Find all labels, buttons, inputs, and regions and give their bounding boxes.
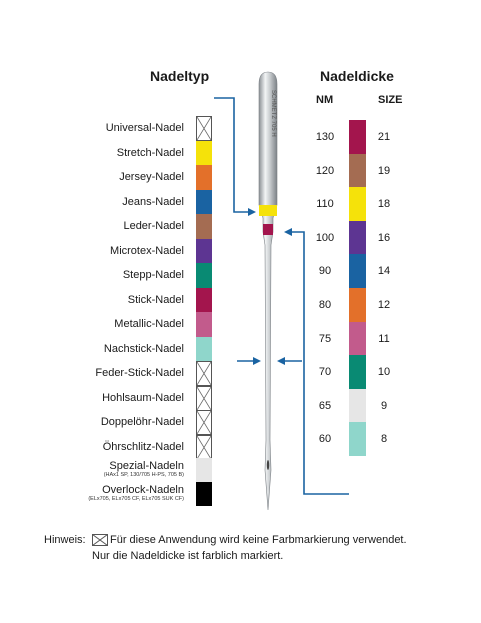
type-connector-line: [214, 97, 250, 213]
special-needle-swatch: [196, 458, 212, 482]
needle-type-label: Doppelöhr-Nadel: [100, 416, 184, 428]
needle-type-label: Jersey-Nadel: [119, 171, 184, 183]
nm-value: 80: [318, 299, 332, 311]
needle-type-label: Feder-Stick-Nadel: [95, 367, 184, 379]
size-swatch: [349, 355, 366, 390]
nm-value: 65: [318, 399, 332, 412]
special-needle-swatch: [196, 482, 212, 506]
size-value: 14: [377, 265, 391, 278]
size-value: 10: [377, 366, 391, 379]
no-color-swatch: [196, 434, 212, 460]
nm-value: 120: [315, 164, 335, 177]
cross-icon: [197, 435, 211, 459]
size-value: 12: [377, 299, 391, 311]
needle-type-label: Stretch-Nadel: [116, 146, 184, 159]
no-color-swatch: [196, 410, 212, 435]
nm-value: 60: [318, 433, 332, 446]
needle-type-label: Leder-Nadel: [123, 220, 184, 232]
hint-line-1: Für diese Anwendung wird keine Farbmarki…: [110, 534, 407, 546]
needle-type-label: Metallic-Nadel: [114, 318, 184, 330]
needle-thickness-header: Nadeldicke: [320, 68, 394, 84]
needle-eye: [266, 460, 270, 470]
special-needle-label: Spezial-Nadeln (HAx1 SP, 130/705 H-PS, 70…: [40, 460, 184, 478]
size-connector-line: [291, 231, 349, 495]
needle-type-label: Hohlsaum-Nadel: [102, 391, 184, 404]
needle-type-label: Nachstick-Nadel: [103, 342, 184, 355]
needle-type-swatch: [196, 214, 212, 239]
needle-type-label: Öhrschlitz-Nadel: [102, 440, 184, 453]
size-value: 11: [378, 332, 390, 345]
needle-type-swatch: [196, 165, 212, 190]
type-connector-arrowhead: [248, 208, 256, 216]
needle-imprint: SCHMETZ 705 H: [270, 90, 276, 137]
size-value: 16: [377, 231, 391, 244]
size-swatch: [349, 187, 366, 222]
size-swatch: [349, 422, 366, 457]
no-color-swatch: [196, 385, 212, 411]
cross-icon: [197, 386, 211, 410]
needle: SCHMETZ 705 H: [258, 71, 278, 511]
nm-value: 130: [315, 131, 335, 143]
needle-type-label: Stick-Nadel: [127, 293, 184, 306]
size-swatch: [349, 388, 366, 423]
cross-icon: [197, 117, 211, 140]
needle-type-label: Universal-Nadel: [105, 122, 184, 134]
special-needle-models: (ELx705, ELx705 CF, ELx705 SUK CF): [88, 496, 184, 502]
size-value: 8: [380, 433, 388, 446]
no-color-swatch: [196, 116, 212, 141]
nm-value: 70: [318, 366, 332, 379]
nm-value: 75: [318, 332, 332, 345]
size-value: 18: [377, 198, 391, 211]
needle-type-swatch: [196, 287, 212, 313]
size-connector-arrowhead: [284, 228, 292, 236]
size-header: SIZE: [378, 94, 403, 106]
size-value: 19: [377, 164, 391, 177]
nm-value: 90: [318, 265, 332, 278]
nm-header: NM: [316, 94, 334, 106]
needle-type-label: Jeans-Nadel: [122, 195, 184, 208]
special-needle-models: (HAx1 SP, 130/705 H-PS, 705 B): [103, 472, 184, 478]
size-value: 9: [380, 399, 388, 412]
needle-type-swatch: [196, 263, 212, 288]
hint-prefix: Hinweis:: [44, 534, 86, 546]
needle-type-swatch: [196, 312, 212, 337]
special-needle-name: Overlock-Nadeln: [102, 484, 184, 496]
size-swatch: [349, 120, 366, 155]
needle-type-header: Nadeltyp: [150, 68, 210, 84]
needle-type-swatch: [196, 140, 212, 166]
size-swatch: [349, 254, 366, 289]
nm-value: 110: [316, 198, 334, 211]
connector-lines: [214, 97, 349, 495]
hint-line-2: Nur die Nadeldicke ist farblich markiert…: [92, 550, 284, 562]
needle-type-swatch: [196, 189, 212, 215]
no-color-symbol-icon: [92, 534, 108, 546]
needle-type-swatch: [196, 336, 212, 362]
right-width-arrowhead: [277, 357, 285, 365]
cross-icon: [197, 362, 211, 385]
special-needle-name: Spezial-Nadeln: [109, 460, 184, 472]
special-needle-label: Overlock-Nadeln (ELx705, ELx705 CF, ELx70…: [40, 484, 184, 502]
size-swatch: [349, 321, 366, 356]
size-swatch: [349, 288, 366, 323]
needle-type-label: Microtex-Nadel: [110, 244, 184, 257]
nm-value: 100: [315, 231, 335, 244]
left-width-arrowhead: [253, 357, 261, 365]
needle-type-color-band: [259, 205, 277, 216]
needle-type-label: Stepp-Nadel: [122, 269, 184, 281]
needle-type-swatch: [196, 238, 212, 264]
size-swatch: [349, 220, 366, 255]
cross-icon: [197, 411, 211, 434]
size-value: 21: [377, 131, 391, 143]
needle-size-color-band: [263, 224, 273, 235]
size-swatch: [349, 153, 366, 188]
